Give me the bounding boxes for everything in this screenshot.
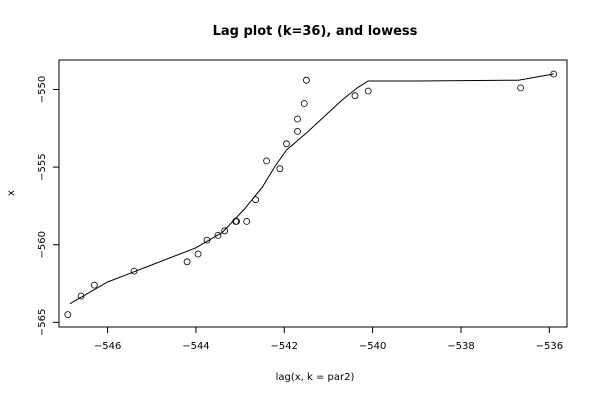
scatter-points (64, 70, 558, 319)
data-point (214, 231, 222, 239)
x-tick-label: −546 (94, 341, 121, 352)
data-point (300, 100, 308, 107)
x-tick-label: −544 (182, 341, 209, 352)
data-point (294, 115, 301, 123)
data-point (283, 140, 290, 148)
y-tick-label: −555 (37, 153, 48, 180)
data-point (517, 84, 524, 92)
chart-title: Lag plot (k=36), and lowess (213, 24, 418, 39)
data-point (351, 92, 359, 100)
data-point (364, 87, 372, 95)
data-point (221, 227, 229, 235)
data-point (550, 70, 558, 78)
y-tick-label: −560 (37, 231, 48, 258)
y-axis-label: x (6, 190, 17, 196)
lowess-series (69, 73, 554, 305)
data-point (243, 217, 251, 225)
data-point (194, 250, 202, 258)
x-axis: −546 −544 −542 −540 −538 −536 (94, 327, 563, 352)
data-point (294, 127, 301, 135)
y-axis: −565 −560 −555 −550 (37, 76, 59, 336)
plot-frame (58, 59, 568, 328)
data-point (233, 217, 241, 225)
data-point (302, 76, 310, 84)
x-tick-label: −542 (271, 341, 298, 352)
x-axis-label: lag(x, k = par2) (276, 372, 355, 383)
y-tick-label: −565 (37, 309, 48, 336)
data-point (64, 311, 72, 319)
data-point (130, 267, 138, 275)
data-point (263, 157, 271, 165)
data-point (203, 236, 211, 244)
y-tick-label: −550 (37, 76, 48, 103)
data-point (90, 281, 98, 289)
x-tick-label: −536 (536, 341, 563, 352)
x-tick-label: −540 (359, 341, 386, 352)
x-tick-label: −538 (447, 341, 474, 352)
data-point (183, 258, 191, 266)
lowess-line (69, 73, 554, 305)
data-point (252, 196, 260, 204)
data-point (276, 165, 284, 173)
data-point (77, 292, 85, 300)
